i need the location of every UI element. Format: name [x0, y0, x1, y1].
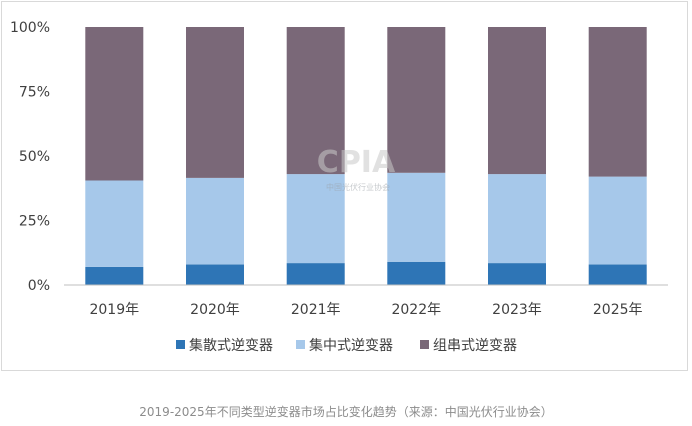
bar-segment-2-5 — [488, 174, 546, 264]
bar-segment-1-4 — [387, 261, 446, 285]
y-tick-label: 50% — [19, 149, 50, 165]
bar-segment-2-6 — [588, 176, 647, 265]
x-tick-label: 2023年 — [492, 302, 542, 318]
bar-segment-3-1 — [85, 27, 144, 181]
x-tick-label: 2019年 — [89, 302, 139, 318]
legend-swatch-1 — [176, 340, 185, 349]
y-tick-label: 0% — [28, 278, 50, 294]
y-tick-label: 100% — [10, 20, 50, 36]
legend-swatch-2 — [296, 340, 305, 349]
bar-segment-3-2 — [186, 27, 244, 178]
bars-layer — [85, 27, 647, 285]
bar-segment-1-2 — [186, 264, 244, 285]
legend: 集散式逆变器 集中式逆变器 组串式逆变器 — [176, 337, 517, 354]
y-tick-label: 75% — [19, 85, 50, 101]
bar-segment-3-4 — [387, 27, 446, 173]
legend-swatch-3 — [420, 340, 429, 349]
x-tick-label: 2021年 — [291, 302, 341, 318]
watermark-subtext: 中国光伏行业协会 — [326, 182, 390, 192]
bar-segment-1-1 — [85, 266, 144, 285]
bar-segment-1-5 — [488, 263, 546, 285]
cpia-watermark-logo: CPIA 中国光伏行业协会 — [317, 145, 396, 192]
bar-segment-2-4 — [387, 172, 446, 262]
legend-label-1: 集散式逆变器 — [189, 337, 273, 354]
x-tick-label: 2022年 — [391, 302, 441, 318]
bar-segment-3-5 — [488, 27, 546, 175]
x-tick-label: 2025年 — [593, 302, 643, 318]
bar-segment-2-2 — [186, 177, 244, 265]
x-tick-label: 2020年 — [190, 302, 240, 318]
bar-segment-1-6 — [588, 264, 647, 285]
legend-label-3: 组串式逆变器 — [433, 338, 517, 354]
figure-caption: 2019-2025年不同类型逆变器市场占比变化趋势（来源：中国光伏行业协会） — [139, 405, 553, 419]
bar-segment-2-3 — [286, 174, 345, 264]
bar-segment-3-6 — [588, 27, 647, 177]
bar-segment-3-3 — [286, 27, 345, 175]
x-tick-labels: 2019年 2020年 2021年 2022年 2023年 2025年 — [89, 302, 642, 318]
y-tick-label: 25% — [19, 214, 50, 230]
y-tick-labels: 0% 25% 50% 75% 100% — [10, 20, 50, 294]
bar-segment-1-3 — [286, 263, 345, 285]
watermark-text: CPIA — [317, 145, 396, 180]
legend-label-2: 集中式逆变器 — [309, 337, 393, 354]
bar-segment-2-1 — [85, 180, 144, 267]
